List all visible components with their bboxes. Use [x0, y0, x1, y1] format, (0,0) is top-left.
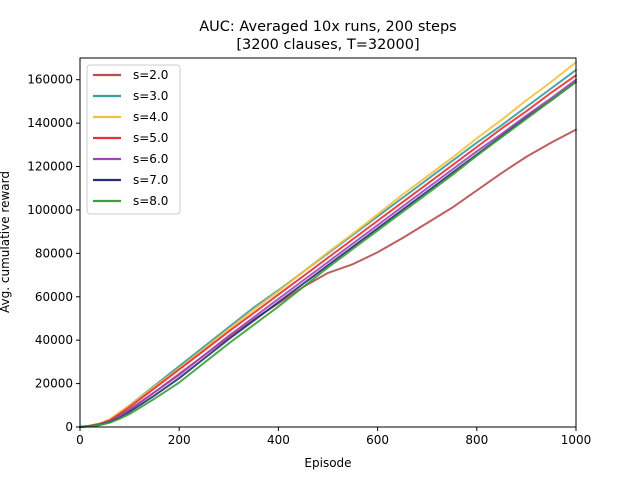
x-axis-ticks: 0 200 400 600 800 1000: [76, 427, 591, 447]
y-axis-label: Avg. cumulative reward: [0, 171, 12, 313]
x-tick-label: 1000: [561, 433, 592, 447]
y-tick-label: 0: [65, 420, 73, 434]
legend-item: s=4.0: [93, 110, 168, 124]
x-tick-label: 400: [267, 433, 290, 447]
legend-frame: [86, 64, 181, 215]
x-axis-label: Episode: [304, 456, 351, 470]
y-tick-label: 20000: [35, 377, 73, 391]
legend-item: s=8.0: [93, 194, 168, 208]
y-tick-label: 40000: [35, 333, 73, 347]
y-axis-ticks: 0 20000 40000 60000 80000 100000 120000 140000 1…: [27, 73, 80, 434]
legend-item: s=7.0: [93, 173, 168, 187]
series-line-4: [79, 74, 577, 428]
y-tick-label: 160000: [27, 73, 73, 87]
legend-label: s=8.0: [133, 194, 168, 208]
y-tick-label: 140000: [27, 116, 73, 130]
legend: s=2.0 s=3.0 s=4.0 s=5.0 s=6.0 s=7.0 s=8.0: [86, 64, 181, 215]
legend-label: s=3.0: [133, 89, 168, 103]
x-tick-label: 800: [465, 433, 488, 447]
legend-item: s=5.0: [93, 131, 168, 145]
legend-item: s=6.0: [93, 152, 168, 166]
series-line-7: [79, 80, 577, 428]
legend-item: s=3.0: [93, 89, 168, 103]
x-tick-label: 0: [76, 433, 84, 447]
legend-label: s=7.0: [133, 173, 168, 187]
y-tick-label: 120000: [27, 160, 73, 174]
legend-label: s=2.0: [133, 68, 168, 82]
x-tick-label: 200: [168, 433, 191, 447]
chart-title-line-2: [3200 clauses, T=32000]: [236, 37, 419, 53]
chart-title-line-1: AUC: Averaged 10x runs, 200 steps: [199, 19, 456, 35]
legend-item: s=2.0: [93, 68, 168, 82]
y-tick-label: 60000: [35, 290, 73, 304]
x-tick-label: 600: [366, 433, 389, 447]
legend-label: s=6.0: [133, 152, 168, 166]
legend-label: s=4.0: [133, 110, 168, 124]
series-layer: [79, 61, 577, 428]
plot-area-frame: [79, 57, 577, 428]
legend-label: s=5.0: [133, 131, 168, 145]
series-line-3: [79, 61, 577, 428]
y-tick-label: 100000: [27, 203, 73, 217]
y-tick-label: 80000: [35, 246, 73, 260]
series-line-5: [79, 78, 577, 428]
